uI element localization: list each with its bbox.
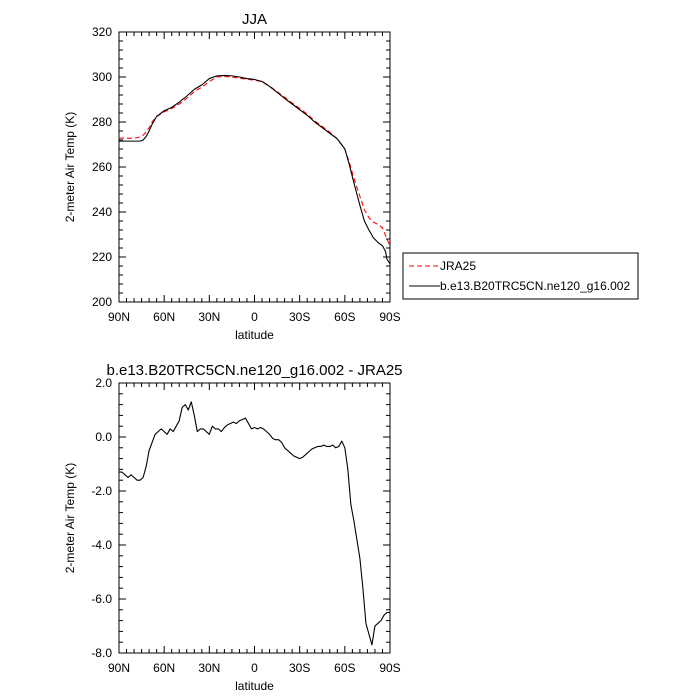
legend-label: b.e13.B20TRC5CN.ne120_g16.002 bbox=[440, 279, 630, 293]
y-tick-label: 280 bbox=[92, 115, 112, 129]
y-axis-label: 2-meter Air Temp (K) bbox=[63, 463, 77, 573]
y-tick-label: -8.0 bbox=[91, 646, 112, 660]
plot-frame bbox=[118, 382, 391, 654]
y-tick-label: 300 bbox=[92, 70, 112, 84]
y-tick-label: -2.0 bbox=[91, 484, 112, 498]
x-tick-label: 60N bbox=[153, 661, 175, 675]
x-tick-label: 90N bbox=[108, 310, 130, 324]
x-axis-label: latitude bbox=[235, 328, 274, 342]
y-tick-label: 260 bbox=[92, 160, 112, 174]
x-tick-label: 60S bbox=[334, 661, 355, 675]
x-tick-label: 30S bbox=[289, 310, 310, 324]
x-tick-label: 30N bbox=[198, 310, 220, 324]
x-tick-label: 90S bbox=[379, 661, 400, 675]
y-tick-label: 240 bbox=[92, 205, 112, 219]
y-tick-label: -6.0 bbox=[91, 592, 112, 606]
x-tick-label: 90S bbox=[379, 310, 400, 324]
x-tick-label: 60S bbox=[334, 310, 355, 324]
x-tick-label: 30S bbox=[289, 661, 310, 675]
x-tick-label: 60N bbox=[153, 310, 175, 324]
x-tick-label: 90N bbox=[108, 661, 130, 675]
chart-title: b.e13.B20TRC5CN.ne120_g16.002 - JRA25 bbox=[106, 362, 402, 379]
legend-label: JRA25 bbox=[440, 259, 476, 273]
series-line-b-e13-b20trc5cn-ne120-g16-002 bbox=[119, 74, 391, 265]
y-tick-label: 200 bbox=[92, 295, 112, 309]
y-axis-label: 2-meter Air Temp (K) bbox=[63, 112, 77, 222]
x-tick-label: 30N bbox=[198, 661, 220, 675]
y-tick-label: -4.0 bbox=[91, 538, 112, 552]
y-tick-label: 0.0 bbox=[95, 430, 112, 444]
y-tick-label: 320 bbox=[92, 25, 112, 39]
chart-panel-2: b.e13.B20TRC5CN.ne120_g16.002 - JRA25 90N… bbox=[63, 362, 403, 693]
x-axis-label: latitude bbox=[235, 679, 274, 693]
chart-panel-1: JJA 90N 60N 30N 0 30S 60S 90S 200 220 240 260 280 300… bbox=[63, 11, 639, 342]
y-tick-label: 2.0 bbox=[95, 376, 112, 390]
y-tick-label: 220 bbox=[92, 250, 112, 264]
x-tick-label: 0 bbox=[251, 661, 258, 675]
x-tick-label: 0 bbox=[251, 310, 258, 324]
legend-box bbox=[402, 252, 639, 300]
series-line-1 bbox=[119, 401, 390, 646]
chart-title: JJA bbox=[242, 11, 267, 28]
series-line-jra25 bbox=[119, 76, 391, 246]
